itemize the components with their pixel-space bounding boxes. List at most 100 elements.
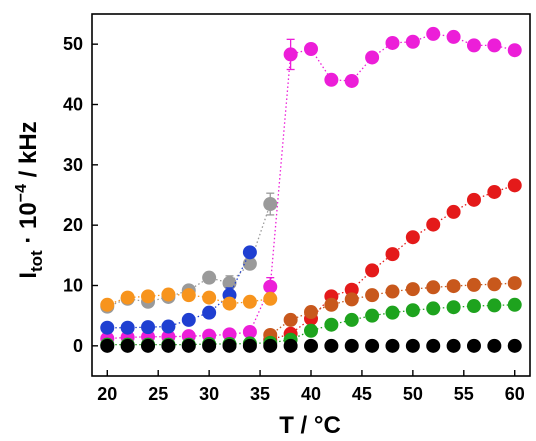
data-point (324, 297, 339, 312)
data-point (507, 276, 522, 291)
data-point (263, 291, 278, 306)
data-point (344, 312, 359, 327)
data-point (242, 256, 257, 271)
data-point (344, 282, 359, 297)
x-tick-label: 60 (505, 384, 525, 404)
data-point (405, 230, 420, 245)
data-point (466, 38, 481, 53)
data-point (487, 277, 502, 292)
data-point (426, 217, 441, 232)
data-point (405, 282, 420, 297)
data-point (120, 338, 135, 353)
y-tick-label: 20 (63, 215, 83, 235)
data-point (446, 338, 461, 353)
data-point (426, 301, 441, 316)
plot-layer (100, 26, 522, 353)
data-point (466, 299, 481, 314)
data-point (181, 338, 196, 353)
data-point (161, 287, 176, 302)
data-point (141, 338, 156, 353)
data-point (385, 305, 400, 320)
data-point (324, 317, 339, 332)
data-point (365, 308, 380, 323)
y-axis-label-rest: · 10 (15, 202, 42, 250)
data-point (120, 290, 135, 305)
data-point (120, 320, 135, 335)
series-group (100, 245, 257, 335)
data-point (242, 324, 257, 339)
data-point (487, 298, 502, 313)
data-point (365, 263, 380, 278)
data-point (405, 34, 420, 49)
data-point (507, 178, 522, 193)
x-tick-label: 55 (454, 384, 474, 404)
y-tick-label: 10 (63, 276, 83, 296)
data-point (446, 29, 461, 44)
data-point (385, 338, 400, 353)
data-point (100, 338, 115, 353)
y-tick-label: 0 (73, 336, 83, 356)
data-point (344, 292, 359, 307)
data-point (304, 338, 318, 353)
data-point (263, 338, 278, 353)
data-point (181, 288, 196, 303)
data-point (263, 197, 278, 212)
data-point (202, 270, 217, 285)
data-point (487, 338, 502, 353)
data-point (426, 26, 441, 41)
data-point (365, 50, 380, 65)
data-point (324, 72, 339, 87)
series-group (263, 276, 522, 342)
data-point (466, 192, 481, 207)
data-point (283, 47, 298, 62)
data-point (283, 312, 298, 327)
data-point (242, 245, 257, 260)
data-point (446, 279, 461, 294)
x-tick-label: 20 (97, 384, 117, 404)
data-point (405, 303, 420, 318)
data-point (181, 312, 196, 327)
data-point (344, 73, 359, 88)
data-point (202, 338, 217, 353)
y-axis-label-sub: tot (27, 250, 46, 272)
data-point (385, 247, 400, 262)
y-tick-label: 30 (63, 155, 83, 175)
data-point (487, 184, 502, 199)
x-tick-label: 25 (148, 384, 168, 404)
data-point (385, 35, 400, 50)
data-point (324, 338, 339, 353)
data-point (202, 305, 217, 320)
data-point (304, 41, 318, 56)
x-tick-label: 30 (199, 384, 219, 404)
series-group (100, 338, 522, 353)
data-point (344, 338, 359, 353)
x-tick-label: 40 (301, 384, 321, 404)
y-tick-label: 50 (63, 34, 83, 54)
data-point (405, 338, 420, 353)
data-point (222, 327, 237, 342)
x-tick-label: 50 (403, 384, 423, 404)
data-point (365, 288, 380, 303)
data-point (385, 284, 400, 299)
y-tick-label: 40 (63, 95, 83, 115)
data-point (141, 289, 156, 304)
data-point (487, 38, 502, 53)
data-point (507, 338, 522, 353)
data-point (242, 294, 257, 309)
data-point (466, 338, 481, 353)
data-point (100, 297, 115, 312)
data-point (304, 323, 318, 338)
data-point (161, 338, 176, 353)
x-tick-label: 45 (352, 384, 372, 404)
data-point (466, 277, 481, 292)
data-point (446, 204, 461, 219)
data-point (141, 320, 156, 335)
series-group (263, 178, 522, 347)
data-point (426, 338, 441, 353)
data-point (446, 300, 461, 315)
series-group (100, 287, 278, 312)
x-tick-label: 35 (250, 384, 270, 404)
data-point (365, 338, 380, 353)
y-axis-label-unit: / kHz (15, 121, 42, 184)
